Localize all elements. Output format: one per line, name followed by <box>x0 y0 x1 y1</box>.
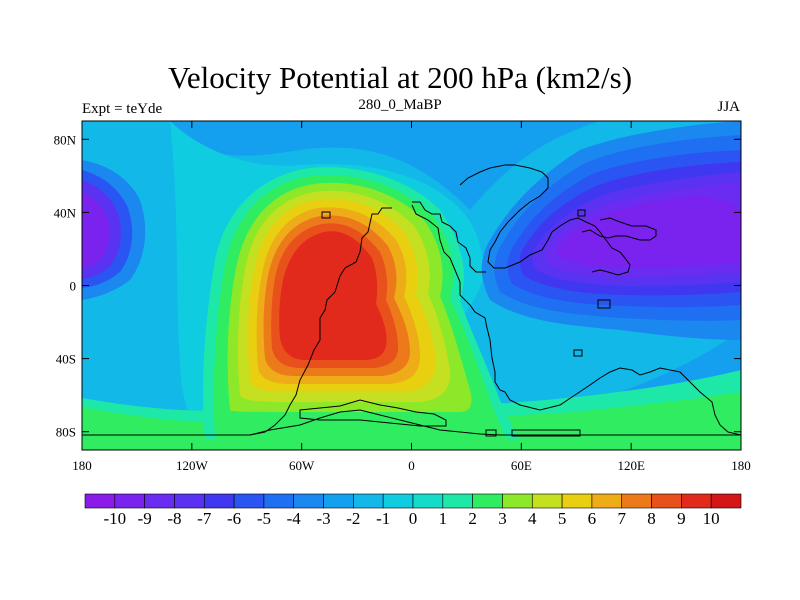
colorbar-swatch <box>382 493 414 509</box>
colorbar-label: 0 <box>409 509 418 528</box>
contour-band-neg9 <box>557 195 741 268</box>
colorbar-label: 2 <box>468 509 477 528</box>
colorbar-label: 5 <box>558 509 567 528</box>
colorbar-swatch <box>174 493 205 509</box>
colorbar-swatch <box>472 493 503 509</box>
colorbar-label: -6 <box>227 509 241 528</box>
colorbar-label: -7 <box>197 509 212 528</box>
colorbar-swatch <box>442 493 473 509</box>
colorbar: -10 -9 -8 -7 -6 -5 -4 -3 -2 -1 0 1 2 3 4 5 6 7 8 9 10 <box>84 493 742 528</box>
y-axis: 80N 40N 0 40S 80S <box>54 132 741 440</box>
colorbar-swatch <box>263 493 295 509</box>
colorbar-label: 3 <box>498 509 507 528</box>
colorbar-label: 9 <box>677 509 686 528</box>
colorbar-swatch <box>353 493 384 509</box>
y-tick-label: 40S <box>56 352 76 367</box>
colorbar-swatch <box>114 493 145 509</box>
colorbar-label: -8 <box>167 509 181 528</box>
colorbar-swatch <box>710 493 742 509</box>
y-tick-label: 80N <box>54 132 77 147</box>
coastline-america <box>82 207 392 436</box>
colorbar-label: 8 <box>647 509 656 528</box>
colorbar-swatch <box>84 493 116 509</box>
coastline-africa <box>411 204 741 436</box>
colorbar-swatch <box>203 493 235 509</box>
colorbar-swatch <box>651 493 682 509</box>
contour-band-pos9 <box>279 231 387 360</box>
colorbar-swatch <box>233 493 265 509</box>
colorbar-label: -3 <box>316 509 330 528</box>
x-tick-label: 180 <box>72 458 92 473</box>
coastline-asia-coast <box>581 217 657 241</box>
coastline-island-3 <box>597 299 611 309</box>
coastline-island-2 <box>577 209 586 217</box>
colorbar-label: -4 <box>287 509 302 528</box>
colorbar-swatch <box>144 493 175 509</box>
colorbar-label: -5 <box>257 509 271 528</box>
colorbar-label: -9 <box>138 509 152 528</box>
coastlines <box>82 164 741 437</box>
colorbar-swatch <box>561 493 593 509</box>
x-tick-label: 120E <box>617 458 645 473</box>
y-tick-label: 0 <box>70 279 77 294</box>
coastline-southern-1 <box>299 399 447 427</box>
colorbar-label: 4 <box>528 509 537 528</box>
colorbar-swatch <box>531 493 563 509</box>
x-tick-label: 60E <box>511 458 532 473</box>
season-label: JJA <box>717 99 740 115</box>
contour-band-neg-west9 <box>82 192 110 269</box>
y-tick-label: 40N <box>54 205 77 220</box>
coastline-europe-1 <box>412 201 486 273</box>
colorbar-label: 6 <box>588 509 597 528</box>
colorbar-label: -2 <box>346 509 360 528</box>
colorbar-swatch <box>591 493 623 509</box>
coastline-eurasia <box>459 164 631 276</box>
colorbar-swatch <box>621 493 652 509</box>
coastline-island-6 <box>511 429 581 437</box>
coastline-island-4 <box>573 349 583 357</box>
x-tick-label: 0 <box>408 458 415 473</box>
chart-title: Velocity Potential at 200 hPa (km2/s) <box>167 60 633 95</box>
coastline-antarctica <box>82 409 741 436</box>
x-tick-label: 60W <box>289 458 315 473</box>
coastline-island-1 <box>321 211 331 219</box>
colorbar-swatch <box>681 493 712 509</box>
y-tick-label: 80S <box>56 425 76 440</box>
x-tick-label: 120W <box>176 458 209 473</box>
coastline-island-5 <box>485 429 497 437</box>
colorbar-label: 7 <box>617 509 626 528</box>
colorbar-swatch <box>323 493 354 509</box>
contour-field <box>82 121 741 450</box>
colorbar-label: 1 <box>439 509 448 528</box>
experiment-id-label: 280_0_MaBP <box>358 97 442 113</box>
colorbar-label: -10 <box>103 509 126 528</box>
experiment-label: Expt = teYde <box>82 101 163 117</box>
colorbar-label: 10 <box>703 509 720 528</box>
colorbar-swatch <box>412 493 444 509</box>
colorbar-swatch <box>293 493 324 509</box>
colorbar-swatch <box>502 493 533 509</box>
x-axis: 180 120W 60W 0 60E 120E 180 <box>72 121 751 473</box>
x-tick-label: 180 <box>731 458 751 473</box>
colorbar-label: -1 <box>376 509 390 528</box>
